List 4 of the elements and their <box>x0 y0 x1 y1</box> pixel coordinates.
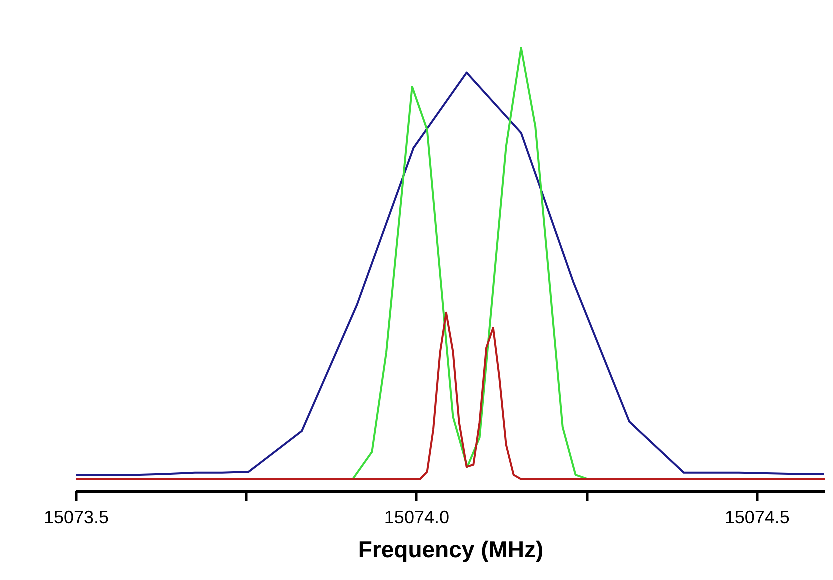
x-tick-label: 15074.5 <box>724 508 790 528</box>
x-tick-label: 15074.0 <box>384 508 450 528</box>
x-axis-title: Frequency (MHz) <box>358 536 544 562</box>
x-tick-label: 15073.5 <box>44 508 110 528</box>
